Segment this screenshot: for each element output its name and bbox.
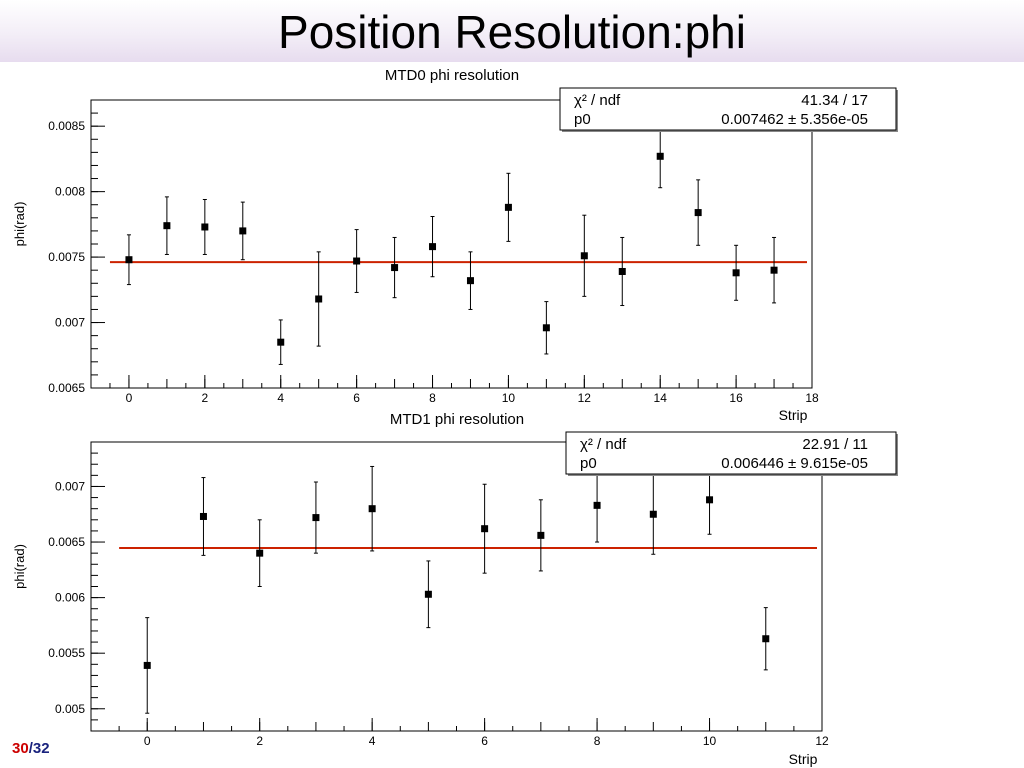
y-tick-label: 0.006: [55, 591, 85, 605]
slide-number-current: 30: [12, 740, 29, 757]
chart-1: MTD1 phi resolution phi(rad) Strip 0 2 4 6 8 10 1…: [12, 411, 898, 767]
slide-number-separator: /: [28, 740, 33, 757]
data-point: [163, 222, 171, 230]
x-axis-label: Strip: [779, 407, 808, 423]
data-point: [199, 512, 207, 520]
data-point: [315, 295, 323, 303]
y-tick-label: 0.007: [55, 316, 85, 330]
data-point: [125, 256, 133, 264]
data-point: [504, 203, 512, 211]
x-tick-label: 8: [429, 391, 436, 405]
data-point: [694, 209, 702, 217]
y-tick-label: 0.0065: [48, 535, 85, 549]
y-tick-label: 0.008: [55, 185, 85, 199]
chart-title: MTD1 phi resolution: [390, 411, 524, 428]
stats-p0-value: 0.006446 ± 9.615e-05: [721, 455, 868, 472]
slide-number-total: 32: [32, 740, 50, 757]
data-point: [277, 338, 285, 346]
slide-number: 30/32: [12, 740, 50, 757]
x-tick-label: 12: [578, 391, 592, 405]
data-point: [542, 324, 550, 332]
stats-chi2-label: χ² / ndf: [574, 92, 621, 109]
stats-box: [565, 431, 897, 475]
data-point: [353, 257, 361, 265]
stats-chi2-label: χ² / ndf: [580, 436, 627, 453]
data-point: [256, 549, 264, 557]
data-point: [143, 661, 151, 669]
stats-box: [559, 87, 897, 131]
data-point: [593, 501, 601, 509]
title-band: [0, 0, 1024, 62]
x-tick-label: 12: [815, 734, 829, 748]
data-point: [762, 635, 770, 643]
data-point: [391, 264, 399, 272]
x-tick-label: 10: [502, 391, 516, 405]
y-tick-label: 0.007: [55, 479, 85, 493]
x-tick-label: 2: [201, 391, 208, 405]
x-tick-label: 6: [353, 391, 360, 405]
x-tick-label: 0: [126, 391, 133, 405]
y-axis-label: phi(rad): [12, 202, 27, 247]
data-point: [481, 525, 489, 533]
data-point: [312, 514, 320, 522]
y-tick-label: 0.0055: [48, 646, 85, 660]
data-point: [656, 152, 664, 160]
slide-title: Position Resolution:phi: [278, 6, 746, 58]
data-point: [429, 243, 437, 251]
x-tick-label: 4: [277, 391, 284, 405]
stats-chi2-value: 22.91 / 11: [802, 436, 868, 453]
chart-title: MTD0 phi resolution: [385, 67, 519, 84]
data-point: [706, 496, 714, 504]
stats-chi2-value: 41.34 / 17: [801, 92, 868, 109]
data-point: [424, 590, 432, 598]
data-point: [580, 252, 588, 260]
chart-0: MTD0 phi resolution phi(rad) Strip 0 2 4 6 8 10 1…: [12, 67, 898, 423]
data-point: [466, 277, 474, 285]
data-point: [618, 267, 626, 275]
x-tick-label: 10: [703, 734, 717, 748]
stats-p0-label: p0: [574, 111, 591, 128]
x-tick-label: 0: [144, 734, 151, 748]
data-point: [649, 510, 657, 518]
data-point: [537, 531, 545, 539]
y-tick-label: 0.0085: [48, 119, 85, 133]
x-tick-label: 14: [654, 391, 668, 405]
x-tick-label: 18: [805, 391, 819, 405]
data-point: [201, 223, 209, 231]
x-tick-label: 6: [481, 734, 488, 748]
data-point: [239, 227, 247, 235]
y-tick-label: 0.005: [55, 702, 85, 716]
data-point: [368, 505, 376, 513]
y-axis-label: phi(rad): [12, 544, 27, 589]
x-tick-label: 16: [729, 391, 743, 405]
y-tick-label: 0.0075: [48, 250, 85, 264]
y-tick-label: 0.0065: [48, 381, 85, 395]
stats-p0-label: p0: [580, 455, 597, 472]
x-tick-label: 2: [256, 734, 263, 748]
plot-frame: [90, 99, 813, 389]
plot-frame: [90, 441, 823, 732]
x-tick-label: 4: [369, 734, 376, 748]
data-point: [732, 269, 740, 277]
x-tick-label: 8: [594, 734, 601, 748]
x-axis-label: Strip: [789, 751, 818, 767]
stats-p0-value: 0.007462 ± 5.356e-05: [721, 111, 868, 128]
data-point: [770, 266, 778, 274]
